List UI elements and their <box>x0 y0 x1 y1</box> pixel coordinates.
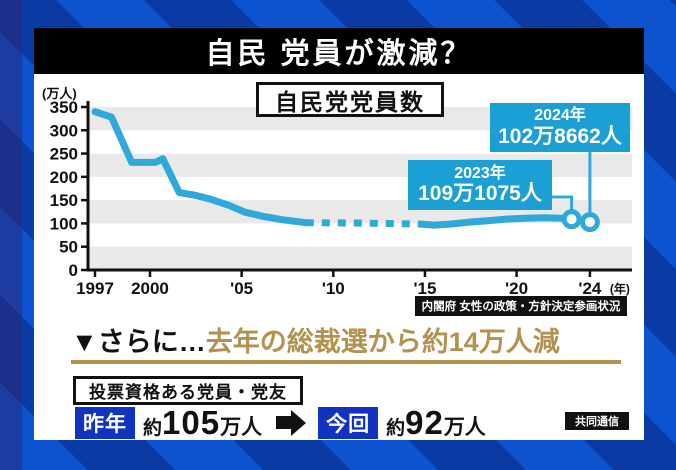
last-year-value: 約 105 万人 <box>143 404 262 442</box>
callout-2023-value: 109万1075人 <box>418 182 542 206</box>
svg-text:(年): (年) <box>610 281 630 296</box>
chart-source-text: 内閣府 女性の政策・方針決定参画状況 <box>421 301 621 313</box>
svg-text:2000: 2000 <box>131 279 169 298</box>
page-title: 自民 党員が激減？ <box>205 38 473 70</box>
headline-lead: ▼さらに… <box>71 326 206 357</box>
this-time-prefix: 約 <box>386 417 406 439</box>
svg-text:50: 50 <box>59 238 78 257</box>
eligible-members-box: 投票資格ある党員・党友 <box>73 376 303 405</box>
this-time-tag: 今回 <box>318 406 379 439</box>
svg-text:350: 350 <box>50 98 78 117</box>
last-year-unit: 万人 <box>220 415 263 439</box>
right-arrow-icon <box>276 409 307 436</box>
callout-2024-year: 2024年 <box>534 107 586 125</box>
svg-text:1997: 1997 <box>76 279 114 298</box>
graphic-card: 自民 党員が激減？ 350 300 250 200 150 100 50 0 1997 2000 '… <box>34 28 644 442</box>
chart-title-box: 自民党党員数 <box>256 82 444 117</box>
svg-text:300: 300 <box>50 121 78 140</box>
title-bar: 自民 党員が激減？ <box>34 28 644 74</box>
svg-text:(万人): (万人) <box>42 86 77 101</box>
headline: ▼さらに… 去年の総裁選から約14万人減 <box>71 322 560 357</box>
svg-text:250: 250 <box>50 145 78 164</box>
gold-underline <box>71 360 621 364</box>
callout-2024: 2024年 102万8662人 <box>490 103 630 152</box>
svg-text:'10: '10 <box>322 279 345 298</box>
credit-text: 共同通信 <box>575 416 619 428</box>
svg-text:'05: '05 <box>230 279 253 298</box>
callout-2023-year: 2023年 <box>454 164 506 182</box>
svg-text:'15: '15 <box>413 279 436 298</box>
last-year-prefix: 約 <box>143 417 163 439</box>
svg-text:150: 150 <box>50 191 78 210</box>
last-year-number: 105 <box>162 403 221 441</box>
svg-text:'24: '24 <box>578 279 601 298</box>
headline-gold: 去年の総裁選から約14万人減 <box>205 326 560 357</box>
right-arrow-head <box>291 409 307 436</box>
svg-text:'20: '20 <box>505 279 528 298</box>
svg-text:200: 200 <box>50 168 78 187</box>
chart-source-badge: 内閣府 女性の政策・方針決定参画状況 <box>415 296 627 316</box>
callout-2024-value: 102万8662人 <box>498 124 622 148</box>
this-time-number: 92 <box>405 403 444 441</box>
chart-title: 自民党党員数 <box>275 88 425 115</box>
callout-2023: 2023年 109万1075人 <box>408 160 552 210</box>
this-time-unit: 万人 <box>443 415 486 439</box>
credit-badge: 共同通信 <box>565 412 629 430</box>
studio-left-strip <box>0 0 22 470</box>
svg-text:100: 100 <box>50 214 78 233</box>
svg-text:0: 0 <box>69 261 78 280</box>
eligible-members-label: 投票資格ある党員・党友 <box>89 383 287 402</box>
last-year-tag: 昨年 <box>75 406 135 439</box>
right-arrow-shaft <box>276 416 292 429</box>
this-time-value: 約 92 万人 <box>386 404 486 442</box>
comparison-row: 昨年 約 105 万人 今回 約 92 万人 <box>75 404 635 442</box>
